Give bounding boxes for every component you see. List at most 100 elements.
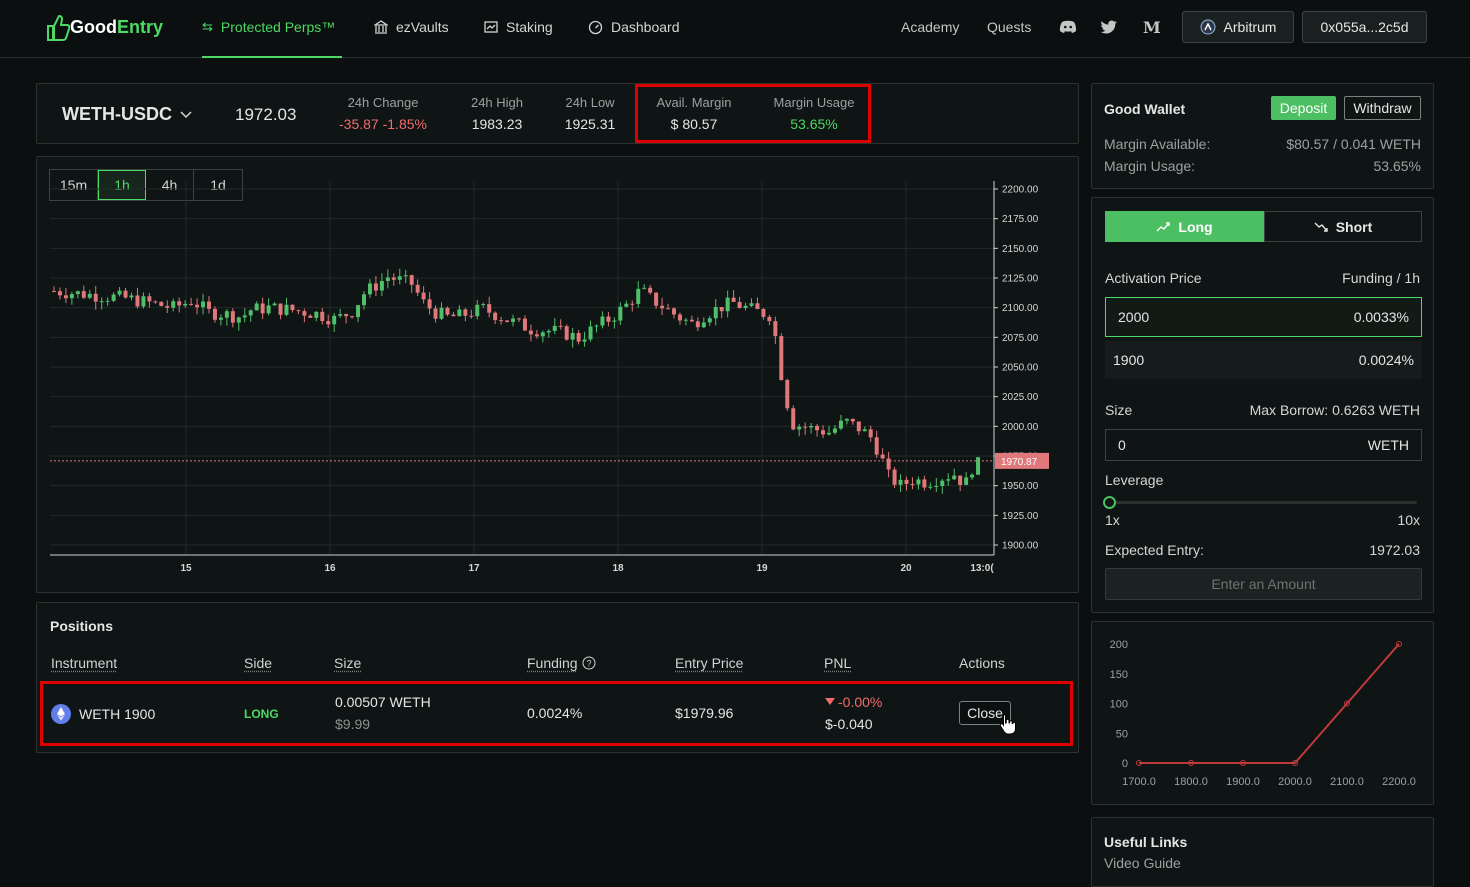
activation-option-1900[interactable]: 1900 0.0024% bbox=[1105, 341, 1422, 379]
margin-available-label: Margin Available: bbox=[1104, 136, 1210, 152]
candle-body bbox=[869, 429, 873, 437]
candle-body bbox=[565, 326, 569, 339]
activation-option-2000[interactable]: 2000 0.0033% bbox=[1105, 297, 1422, 337]
candle-body bbox=[654, 293, 658, 306]
nav-quests[interactable]: Quests bbox=[987, 18, 1031, 36]
y-tick-label: 1975.00 bbox=[1002, 452, 1039, 463]
long-tab[interactable]: Long bbox=[1105, 211, 1264, 242]
leverage-slider-thumb[interactable] bbox=[1103, 496, 1116, 509]
candle-body bbox=[779, 336, 783, 380]
candle-body bbox=[934, 486, 938, 487]
nav-protected-perps[interactable]: ⇆ Protected Perps™ bbox=[202, 18, 335, 36]
trending-down-icon bbox=[1314, 222, 1328, 232]
candle-body bbox=[82, 291, 86, 298]
deposit-button[interactable]: Deposit bbox=[1271, 96, 1336, 120]
short-tab[interactable]: Short bbox=[1264, 211, 1422, 242]
candle-body bbox=[350, 316, 354, 317]
leverage-slider-track[interactable] bbox=[1110, 501, 1417, 504]
video-guide-link[interactable]: Video Guide bbox=[1104, 855, 1181, 871]
candle-body bbox=[326, 321, 330, 324]
timeframe-1h[interactable]: 1h bbox=[98, 170, 146, 200]
candle-body bbox=[76, 291, 80, 294]
twitter-icon[interactable] bbox=[1101, 18, 1117, 36]
header-side[interactable]: Side bbox=[244, 655, 272, 671]
network-button[interactable]: Arbitrum bbox=[1182, 11, 1294, 43]
candle-body bbox=[905, 480, 909, 484]
gauge-icon bbox=[588, 20, 603, 35]
candle-body bbox=[398, 276, 402, 280]
candle-body bbox=[290, 305, 294, 310]
size-input[interactable]: 0 WETH bbox=[1105, 429, 1422, 461]
help-circle-icon[interactable]: ? bbox=[582, 656, 596, 670]
trade-panel: Long Short Activation Price Funding / 1h… bbox=[1091, 197, 1434, 613]
network-label: Arbitrum bbox=[1224, 19, 1277, 35]
enter-amount-button[interactable]: Enter an Amount bbox=[1105, 568, 1422, 600]
timeframe-4h[interactable]: 4h bbox=[146, 170, 194, 200]
candle-body bbox=[511, 318, 515, 321]
y-tick-label: 2175.00 bbox=[1002, 214, 1039, 225]
nav-academy[interactable]: Academy bbox=[901, 18, 959, 36]
header-entry-price[interactable]: Entry Price bbox=[675, 655, 743, 671]
candle-body bbox=[535, 334, 539, 336]
nav-staking[interactable]: Staking bbox=[484, 18, 553, 36]
y-tick-label: 2050.00 bbox=[1002, 363, 1039, 374]
candle-body bbox=[732, 298, 736, 302]
y-tick-label: 1900.00 bbox=[1002, 541, 1039, 552]
logo[interactable]: Good Entry bbox=[44, 12, 163, 42]
size-unit: WETH bbox=[1368, 437, 1409, 453]
candle-body bbox=[529, 331, 533, 335]
activation-price-label: Activation Price bbox=[1105, 270, 1201, 286]
nav-dashboard[interactable]: Dashboard bbox=[588, 18, 680, 36]
option-price: 1900 bbox=[1113, 352, 1144, 368]
candle-body bbox=[171, 301, 175, 308]
candle-body bbox=[964, 477, 968, 485]
good-wallet-panel: Good Wallet Deposit Withdraw Margin Avai… bbox=[1091, 83, 1434, 189]
y-tick-label: 2100.00 bbox=[1002, 303, 1039, 314]
candle-body bbox=[600, 317, 604, 326]
candle-body bbox=[279, 304, 283, 315]
withdraw-button[interactable]: Withdraw bbox=[1344, 96, 1421, 120]
header-size[interactable]: Size bbox=[334, 655, 361, 671]
candlestick-chart[interactable]: 2200.00 2175.00 2150.00 2125.00 2100.00 2075.… bbox=[37, 157, 1080, 594]
discord-icon[interactable] bbox=[1059, 18, 1077, 36]
candle-body bbox=[845, 419, 849, 421]
header-instrument[interactable]: Instrument bbox=[51, 655, 117, 671]
nav-label: Protected Perps™ bbox=[221, 19, 335, 35]
nav-ezvaults[interactable]: ezVaults bbox=[374, 18, 449, 36]
leverage-label: Leverage bbox=[1105, 472, 1163, 488]
candle-body bbox=[863, 429, 867, 431]
candle-body bbox=[469, 316, 473, 317]
y-tick-label: 100 bbox=[1110, 699, 1128, 711]
header-funding[interactable]: Funding ? bbox=[527, 655, 596, 671]
size-label: Size bbox=[1105, 402, 1132, 418]
max-borrow-label: Max Borrow: 0.6263 WETH bbox=[1250, 402, 1420, 418]
candle-body bbox=[362, 294, 366, 305]
pair-selector[interactable]: WETH-USDC bbox=[62, 104, 192, 125]
y-tick-label: 2125.00 bbox=[1002, 274, 1039, 285]
timeframe-1d[interactable]: 1d bbox=[194, 170, 242, 200]
candle-body bbox=[666, 308, 670, 309]
candle-body bbox=[750, 303, 754, 306]
candle-body bbox=[660, 306, 664, 308]
wallet-address-button[interactable]: 0x055a...2c5d bbox=[1302, 11, 1427, 43]
candle-body bbox=[434, 308, 438, 318]
candle-body bbox=[451, 315, 455, 317]
y-tick-label: 2000.00 bbox=[1002, 422, 1039, 433]
candle-body bbox=[833, 429, 837, 433]
candle-body bbox=[791, 408, 795, 429]
option-funding: 0.0033% bbox=[1354, 309, 1409, 325]
logo-text-good: Good bbox=[70, 17, 117, 38]
candle-body bbox=[875, 437, 879, 454]
candle-body bbox=[296, 310, 300, 311]
x-tick-label: 1900.0 bbox=[1226, 776, 1260, 788]
candle-body bbox=[189, 304, 193, 305]
timeframe-15m[interactable]: 15m bbox=[50, 170, 98, 200]
candle-body bbox=[946, 479, 950, 480]
medium-icon[interactable]: M bbox=[1143, 18, 1161, 36]
header-pnl[interactable]: PNL bbox=[824, 655, 851, 671]
candle-body bbox=[130, 295, 134, 297]
candle-body bbox=[744, 306, 748, 308]
highlight-margin-box bbox=[635, 84, 871, 143]
candle-body bbox=[648, 288, 652, 293]
candle-body bbox=[445, 308, 449, 315]
